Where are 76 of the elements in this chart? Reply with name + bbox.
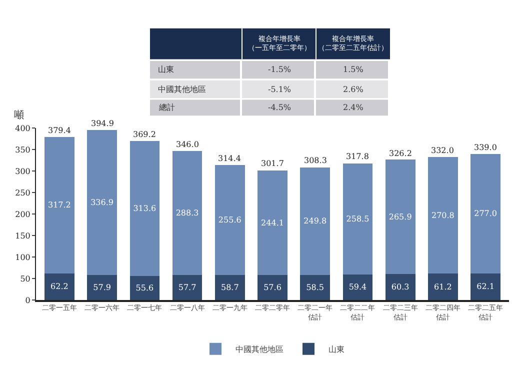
data-label: 265.9 [388,212,412,222]
text: -1.5% [268,65,292,74]
y-tick-label: 100 [15,252,30,262]
bar [44,273,74,300]
y-tick-label: 400 [15,124,30,133]
data-label: 313.6 [133,204,156,214]
bar [214,164,245,275]
y-tick-label: 250 [15,188,30,198]
text: -4.5% [268,103,292,112]
bar [258,275,288,300]
data-label: 62.2 [50,282,68,292]
data-label: 255.6 [218,215,242,224]
data-label: 244.1 [261,218,284,228]
data-label: 62.1 [476,282,494,292]
total-label: 326.2 [389,149,412,158]
text: 2.4% [343,103,364,112]
data-label: 59.4 [348,282,367,292]
bar [130,141,160,276]
legend-label: 山東 [328,345,344,354]
data-label: 55.6 [136,284,154,293]
data-label: 57.7 [178,283,196,292]
total-label: 301.7 [261,159,284,168]
bar [470,273,500,300]
text: -5.1% [268,85,292,94]
data-label: 317.2 [48,200,71,210]
y-tick-label: 50 [20,274,30,284]
total-label: 308.3 [304,156,327,165]
data-label: 60.3 [391,282,410,292]
text: 1.5% [343,65,364,74]
text: 中國其他地區 [158,85,206,94]
bar [428,274,458,300]
y-tick-label: 0 [25,296,30,305]
bar [172,275,202,300]
data-label: 277.0 [474,209,498,218]
total-label: 346.0 [176,140,199,149]
bar [300,274,330,300]
data-label: 57.6 [264,283,282,292]
data-label: 61.2 [434,282,452,292]
total-label: 317.8 [346,152,369,161]
data-label: 57.9 [93,283,111,292]
bar [385,274,416,300]
data-label: 249.8 [304,216,327,226]
total-label: 332.0 [431,146,454,155]
data-label: 288.3 [176,208,199,218]
bar [172,151,202,276]
y-tick-label: 350 [15,145,30,154]
y-axis-title: 噸 [14,109,24,121]
bar [87,130,117,276]
bar [470,154,500,274]
bar [342,274,373,300]
data-label: 58.7 [220,282,239,292]
data-label: 58.5 [306,282,324,292]
bar [44,136,74,274]
legend-label: 中國其他地區 [236,345,284,354]
y-tick-label: 300 [15,166,30,176]
text: 山東 [158,65,174,74]
bar [258,170,288,276]
data-label: 258.5 [346,214,370,224]
bar [385,160,416,274]
bar [342,163,373,274]
y-tick-label: 200 [15,210,30,219]
bar [87,275,117,300]
total-label: 314.4 [218,154,241,163]
y-tick-label: 150 [15,231,30,240]
data-label: 336.9 [90,198,114,208]
total-label: 339.0 [474,143,497,152]
bar [214,274,245,300]
text: 總計 [158,103,175,112]
data-label: 270.8 [431,210,454,220]
text: 2.6% [343,85,364,94]
total-label: 394.9 [91,119,114,128]
bar [300,167,330,275]
total-label: 369.2 [133,130,156,139]
total-label: 379.4 [48,126,71,135]
bar [428,157,458,274]
bar [130,276,160,300]
